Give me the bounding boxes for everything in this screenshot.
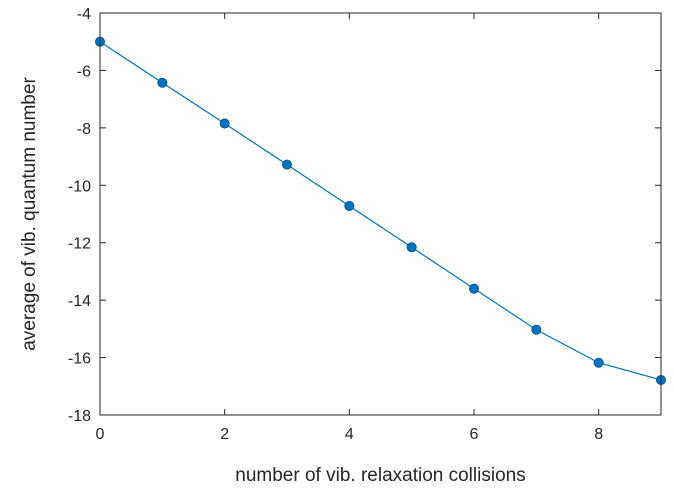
data-point [593,357,604,368]
data-point [219,118,230,129]
data-point [344,200,355,211]
y-tick-label: -18 [68,408,91,425]
x-tick-label: 4 [345,426,354,443]
y-tick-label: -14 [68,293,91,310]
data-point [406,242,417,253]
axes-layer: 0 2 4 6 8 -4 -6 -8 -10 -12 -14 -16 -18 [68,6,662,443]
data-point [281,159,292,170]
x-axis-title: number of vib. relaxation collisions [235,465,525,486]
x-tick-label: 8 [594,426,603,443]
series-line [99,41,662,381]
y-tick-label: -12 [68,236,91,253]
plot-frame [99,12,662,416]
x-tick-label: 6 [470,426,479,443]
y-axis-title: average of vib. quantum number [19,77,40,351]
y-tick-label: -10 [68,178,91,195]
data-point [531,324,542,335]
x-tick-label: 2 [220,426,229,443]
y-tick-label: -16 [68,351,91,368]
y-tick-label: -4 [77,6,91,23]
data-point [157,77,168,88]
mark-layer [95,36,667,385]
data-point [468,283,479,294]
y-tick-label: -8 [77,121,91,138]
x-tick-label: 0 [96,426,105,443]
y-tick-label: -6 [77,63,91,80]
